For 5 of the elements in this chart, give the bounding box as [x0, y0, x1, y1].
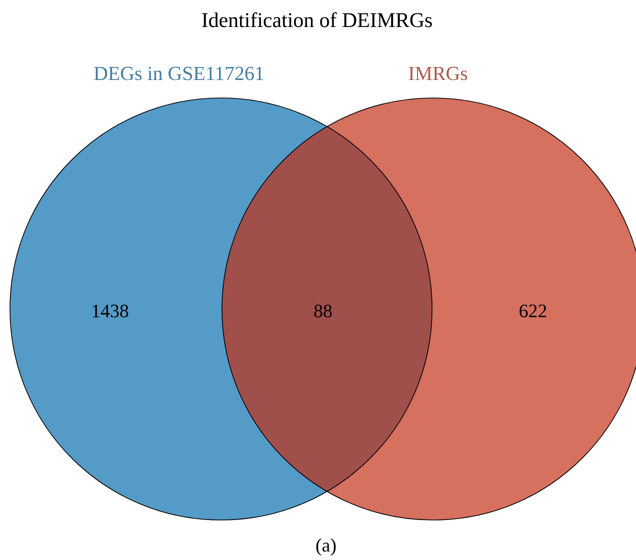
- data-label: 622: [520, 304, 546, 318]
- category-label: IMRGs: [408, 66, 468, 80]
- text: (a): [316, 538, 336, 556]
- category-label: DEGs in GSE117261: [94, 66, 264, 80]
- text: Identification of DEIMRGs: [202, 12, 432, 28]
